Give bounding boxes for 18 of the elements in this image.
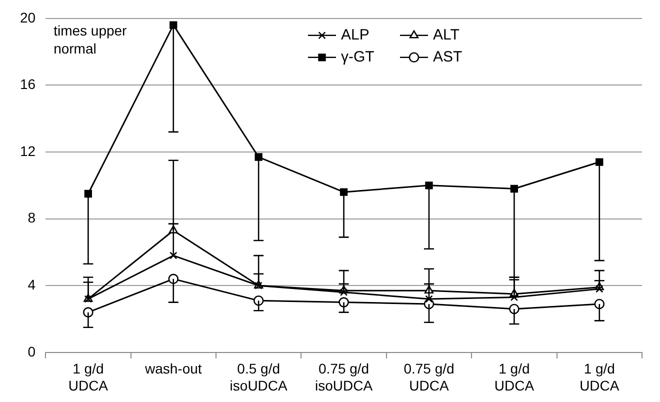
x-tick-label: 0.75 g/d isoUDCA <box>314 360 374 394</box>
legend-label: ALT <box>433 26 460 44</box>
x-tick-label: wash-out <box>144 360 202 377</box>
legend-label: AST <box>433 48 462 66</box>
legend-label: ALP <box>341 26 370 44</box>
y-tick-label: 4 <box>28 276 36 292</box>
legend-label: γ-GT <box>341 48 374 66</box>
x-tick-label: 1 g/d UDCA <box>580 360 620 394</box>
x-tick-label: 0.5 g/d isoUDCA <box>230 360 288 394</box>
y-tick-label: 12 <box>20 142 36 159</box>
y-tick-label: 0 <box>28 343 36 360</box>
x-tick-label: 1 g/d UDCA <box>68 360 109 394</box>
x-tick-label: 1 g/d UDCA <box>494 360 535 394</box>
x-tick-label: 0.75 g/d UDCA <box>404 360 454 394</box>
y-tick-label: 8 <box>28 210 36 226</box>
y-tick-label: 20 <box>20 9 36 26</box>
y-tick-label: 16 <box>20 76 36 92</box>
y-axis-title: times upper normal <box>54 22 128 56</box>
